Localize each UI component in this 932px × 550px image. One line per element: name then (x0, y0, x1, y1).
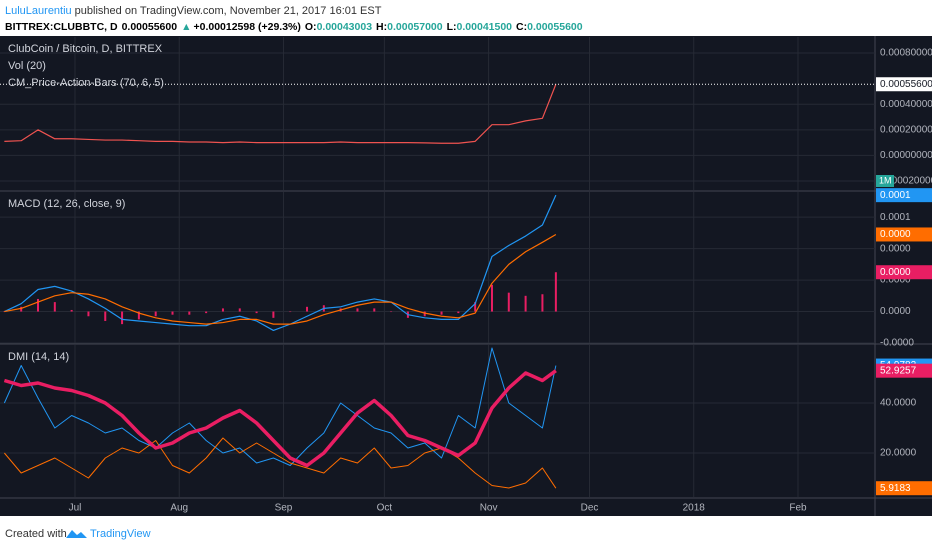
footer-brand[interactable]: TradingView (90, 528, 151, 540)
high: 0.00057000 (387, 21, 443, 33)
volume-label: 1M (879, 175, 892, 185)
y-tick-label: 0.0000 (880, 243, 911, 254)
header-line: LuluLaurentiu published on TradingView.co… (5, 5, 382, 17)
histogram-bar (255, 311, 258, 314)
close: 0.00055600 (527, 21, 583, 33)
histogram-bar (53, 302, 56, 312)
histogram-bar (541, 294, 544, 312)
series-line (3, 437, 557, 489)
published: published on TradingView.com, November 2… (75, 5, 382, 17)
footer-created: Created with (5, 528, 67, 540)
change: +0.00012598 (+29.3%) (193, 21, 300, 33)
indicator-label: CM_Price-Action-Bars (70, 6, 5) (8, 77, 164, 89)
histogram-bar (137, 311, 140, 320)
last-value-label: 0.00055600 (880, 79, 932, 90)
x-tick-label: Oct (377, 503, 393, 514)
logo (66, 530, 87, 538)
histogram-bar (121, 311, 124, 325)
last-value-label: 52.9257 (880, 365, 917, 376)
volume-box (876, 175, 894, 187)
x-tick-label: Dec (581, 503, 599, 514)
last-value-box (876, 227, 932, 242)
histogram-bar (440, 311, 443, 315)
histogram-bar (373, 308, 376, 312)
histogram-bar (188, 311, 191, 315)
last-value-box (876, 188, 932, 203)
pane-title: ClubCoin / Bitcoin, D, BITTREX (8, 43, 163, 55)
pane-title: DMI (14, 14) (8, 351, 69, 363)
histogram-bar (423, 311, 426, 317)
histogram-bar (87, 311, 90, 317)
histogram-bar (104, 311, 107, 321)
histogram-bar (524, 295, 527, 312)
series-line (4, 84, 557, 144)
histogram-bar (507, 292, 510, 312)
x-tick-label: 2018 (683, 503, 706, 514)
series-line (4, 233, 557, 325)
series-line (3, 347, 557, 466)
y-tick-label: 0.00040000 (880, 99, 932, 110)
histogram-bar (289, 311, 292, 313)
last-value-box (876, 363, 932, 378)
series-line (3, 369, 557, 468)
last-value-box (876, 481, 932, 496)
open-label: O: (305, 21, 317, 33)
histogram-bar (238, 308, 241, 312)
low-label: L: (447, 21, 457, 33)
author[interactable]: LuluLaurentiu (5, 5, 72, 17)
y-tick-label: 0.0001 (880, 212, 911, 223)
histogram-bar (205, 311, 208, 314)
last-value-label: 0.0000 (880, 229, 911, 240)
close-label: C: (516, 21, 527, 33)
histogram-bar (70, 309, 73, 312)
y-tick-label: 0.00080000 (880, 48, 932, 59)
y-tick-label: 0.0000 (880, 275, 911, 286)
histogram-bar (306, 306, 309, 312)
histogram-bar (36, 298, 39, 312)
quote-line: BITTREX:CLUBBTC, D 0.00055600 ▲ +0.00012598… (5, 21, 583, 33)
last-value-box (876, 77, 932, 92)
low: 0.00041500 (457, 21, 513, 33)
y-tick-label: 0.00020000 (880, 124, 932, 135)
histogram-bar (154, 311, 157, 317)
y-tick-label: 20.0000 (880, 448, 917, 459)
y-tick-label: -0.00020000 (880, 176, 932, 187)
histogram-bar (171, 311, 174, 315)
y-tick-label: -0.0000 (880, 338, 914, 349)
last-value-label: 5.9183 (880, 483, 911, 494)
last-value-label: 0.0001 (880, 190, 911, 201)
histogram-bar (356, 308, 359, 312)
histogram-bar (221, 308, 224, 312)
pane-title: MACD (12, 26, close, 9) (8, 198, 125, 210)
y-tick-label: 40.0000 (880, 398, 917, 409)
pane-subtitle: Vol (20) (8, 60, 46, 72)
histogram-bar (457, 311, 460, 314)
y-tick-label: 0.0000 (880, 306, 911, 317)
x-tick-label: Jul (69, 503, 82, 514)
y-tick-label: 0.00000000 (880, 150, 932, 161)
last-value-label: 0.0000 (880, 267, 911, 278)
x-tick-label: Feb (789, 503, 807, 514)
high-label: H: (376, 21, 387, 33)
histogram-bar (490, 284, 493, 312)
price: 0.00055600 (122, 21, 178, 33)
x-tick-label: Sep (275, 503, 293, 514)
histogram-bar (554, 272, 557, 312)
histogram-bar (3, 311, 6, 313)
last-value-box (876, 265, 932, 280)
symbol: BITTREX:CLUBBTC, D (5, 21, 118, 33)
series-line (4, 194, 557, 332)
arrow: ▲ (181, 21, 191, 33)
open: 0.00043003 (317, 21, 373, 33)
x-tick-label: Nov (480, 503, 498, 514)
histogram-bar (390, 311, 393, 313)
histogram-bar (474, 302, 477, 312)
chart-background (0, 36, 932, 516)
x-tick-label: Aug (170, 503, 188, 514)
histogram-bar (272, 311, 275, 318)
histogram-bar (20, 306, 23, 312)
